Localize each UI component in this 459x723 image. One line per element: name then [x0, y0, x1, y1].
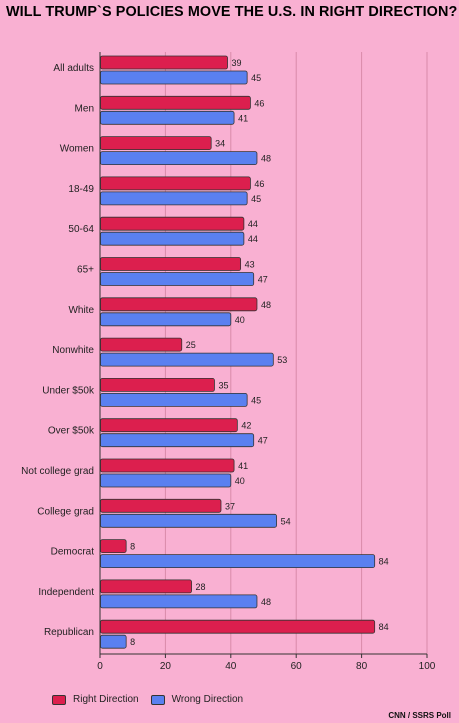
- bar-value-label: 41: [238, 113, 248, 123]
- category-label: Under $50k: [42, 385, 95, 396]
- bar-value-label: 44: [248, 234, 258, 244]
- bar-value-label: 54: [281, 516, 291, 526]
- bar-right-direction: [100, 539, 127, 553]
- legend-swatch-wrong-direction: [150, 694, 165, 705]
- x-tick-label: 80: [356, 661, 368, 672]
- category-label: White: [68, 305, 94, 316]
- bar-value-label: 37: [225, 501, 235, 511]
- category-label: Over $50k: [48, 426, 95, 437]
- bar-wrong-direction: [100, 70, 248, 85]
- category-label: Not college grad: [21, 466, 94, 477]
- bar-right-direction: [100, 498, 222, 513]
- x-tick-label: 100: [419, 661, 436, 672]
- category-label: Men: [75, 103, 94, 114]
- bar-value-label: 39: [232, 58, 242, 68]
- bar-right-direction: [100, 619, 376, 634]
- bar-value-label: 40: [235, 476, 245, 486]
- bar-value-label: 40: [235, 315, 245, 325]
- bar-value-label: 42: [241, 421, 251, 431]
- bar-value-label: 35: [218, 380, 228, 390]
- bar-wrong-direction: [100, 151, 258, 166]
- x-tick-label: 40: [225, 661, 237, 672]
- bar-value-label: 8: [130, 637, 135, 647]
- bar-wrong-direction: [100, 433, 255, 448]
- x-tick-label: 60: [291, 661, 303, 672]
- bar-value-label: 53: [277, 355, 287, 365]
- bar-value-label: 45: [251, 395, 261, 405]
- bar-right-direction: [100, 418, 238, 433]
- legend-item-right-direction: Right Direction: [52, 694, 139, 705]
- bar-wrong-direction: [100, 191, 248, 206]
- x-tick-label: 20: [160, 661, 172, 672]
- bar-wrong-direction: [100, 634, 127, 649]
- source-credit: CNN / SSRS Poll: [388, 711, 451, 720]
- bar-wrong-direction: [100, 352, 274, 367]
- bar-right-direction: [100, 176, 251, 191]
- bar-right-direction: [100, 136, 212, 151]
- bar-wrong-direction: [100, 554, 376, 568]
- bar-wrong-direction: [100, 594, 258, 609]
- legend-label-wrong-direction: Wrong Direction: [171, 694, 244, 705]
- legend: Right Direction Wrong Direction: [52, 694, 255, 705]
- bar-wrong-direction: [100, 272, 255, 286]
- bar-right-direction: [100, 337, 183, 352]
- bar-value-label: 45: [251, 194, 261, 204]
- category-label: All adults: [53, 63, 94, 74]
- category-label: Nonwhite: [52, 345, 94, 356]
- bar-wrong-direction: [100, 473, 232, 488]
- category-label: Democrat: [51, 547, 95, 558]
- bar-value-label: 48: [261, 300, 271, 310]
- bar-wrong-direction: [100, 110, 235, 125]
- legend-item-wrong-direction: Wrong Direction: [150, 694, 244, 705]
- bar-right-direction: [100, 257, 242, 271]
- bar-right-direction: [100, 95, 251, 110]
- bar-right-direction: [100, 297, 258, 312]
- bar-value-label: 46: [254, 179, 264, 189]
- legend-swatch-right-direction: [52, 694, 66, 705]
- bar-wrong-direction: [100, 312, 232, 327]
- bar-value-label: 84: [379, 622, 389, 632]
- bar-right-direction: [100, 458, 235, 473]
- bar-right-direction: [100, 579, 192, 594]
- bar-value-label: 45: [251, 73, 261, 83]
- bar-value-label: 8: [130, 542, 135, 552]
- category-label: 65+: [77, 265, 94, 276]
- bar-value-label: 34: [215, 139, 225, 149]
- category-label: Independent: [38, 587, 94, 598]
- bar-value-label: 44: [248, 219, 258, 229]
- bar-wrong-direction: [100, 513, 277, 528]
- bar-value-label: 41: [238, 461, 248, 471]
- bar-value-label: 43: [245, 260, 255, 270]
- bar-right-direction: [100, 55, 228, 70]
- chart-title: WILL TRUMP`S POLICIES MOVE THE U.S. IN R…: [6, 4, 458, 20]
- category-label: College grad: [37, 506, 94, 517]
- bar-value-label: 25: [186, 340, 196, 350]
- bar-right-direction: [100, 216, 245, 231]
- bar-right-direction: [100, 377, 215, 392]
- category-label: 50-64: [68, 224, 94, 235]
- x-tick-label: 0: [97, 661, 103, 672]
- bar-wrong-direction: [100, 392, 248, 407]
- category-label: 18-49: [68, 184, 94, 195]
- category-label: Republican: [44, 627, 94, 638]
- legend-label-right-direction: Right Direction: [73, 694, 139, 705]
- bar-value-label: 47: [258, 275, 268, 285]
- bar-value-label: 48: [261, 154, 271, 164]
- bar-value-label: 46: [254, 98, 264, 108]
- bar-value-label: 84: [379, 557, 389, 567]
- bar-value-label: 28: [196, 582, 206, 592]
- bar-wrong-direction: [100, 231, 245, 246]
- bar-value-label: 48: [261, 597, 271, 607]
- bar-value-label: 47: [258, 436, 268, 446]
- category-label: Women: [60, 144, 94, 155]
